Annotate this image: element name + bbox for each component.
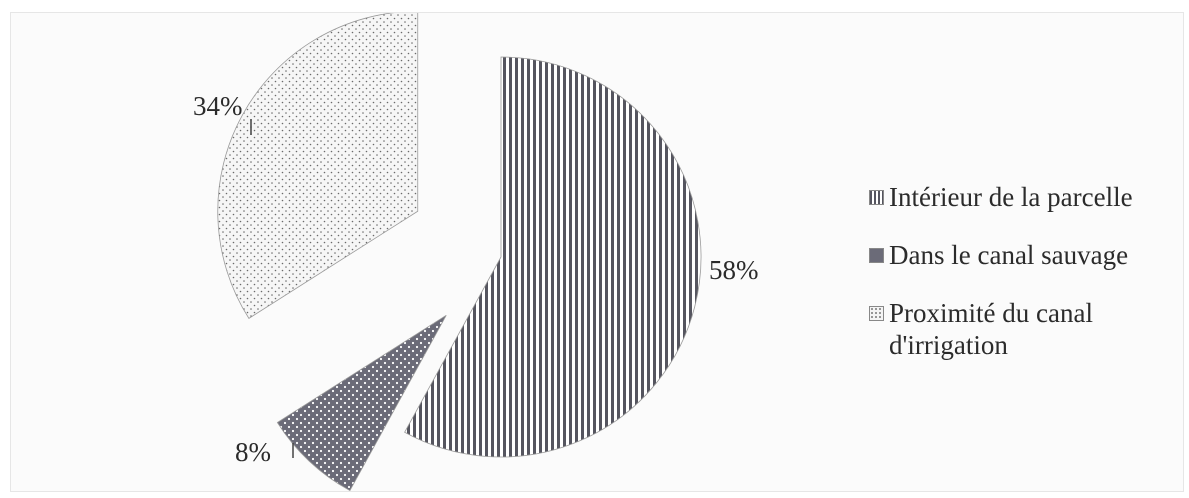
data-label: 8%: [235, 437, 271, 467]
legend-swatch: [869, 190, 884, 205]
legend: Intérieur de la parcelle Dans le canal sa…: [869, 181, 1189, 387]
pie-slice: [404, 56, 702, 458]
pie-chart: [217, 13, 702, 491]
pie-slice: [276, 314, 447, 491]
legend-item: Intérieur de la parcelle: [869, 181, 1189, 213]
legend-label: Proximité du canal d'irrigation: [889, 298, 1093, 360]
legend-swatch: [869, 248, 884, 263]
legend-label: Intérieur de la parcelle: [889, 182, 1133, 212]
legend-item: Proximité du canal d'irrigation: [869, 297, 1189, 361]
leader-lines: [250, 119, 294, 458]
chart-frame: 58% 8% 34% Intérieur de la parcelle Dans le…: [10, 12, 1184, 492]
pie-slice: [217, 13, 419, 319]
data-label: 34%: [193, 91, 243, 121]
legend-label: Dans le canal sauvage: [889, 240, 1129, 270]
legend-item: Dans le canal sauvage: [869, 239, 1189, 271]
data-label: 58%: [709, 255, 759, 285]
legend-swatch: [869, 306, 884, 321]
pie-slices: [217, 13, 702, 491]
